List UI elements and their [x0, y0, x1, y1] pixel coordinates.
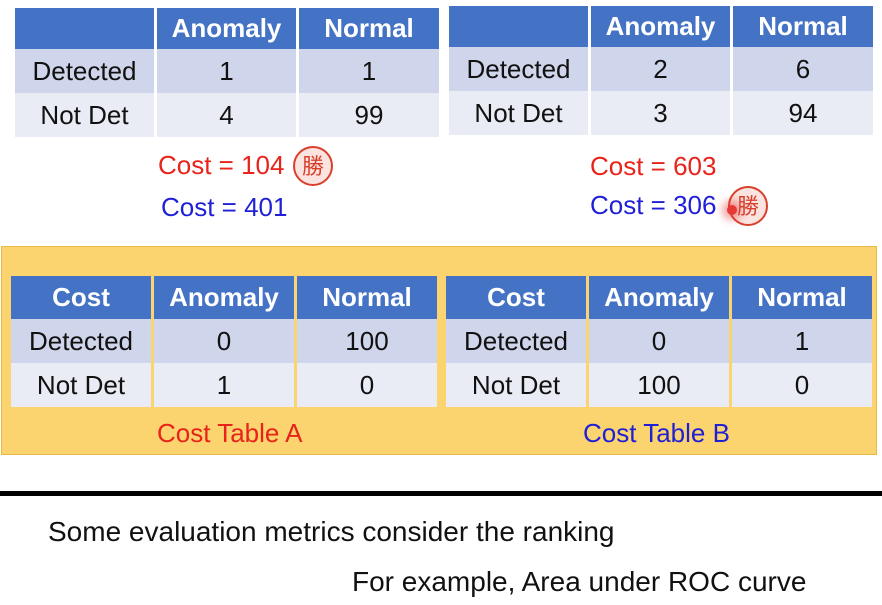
cost-table-b: Cost Anomaly Normal Detected 0 1 Not Det…	[443, 276, 875, 407]
header-anomaly: Anomaly	[154, 276, 294, 319]
header-anomaly: Anomaly	[591, 6, 730, 47]
cell-detected-normal: 6	[733, 47, 873, 91]
winner-seal-icon-1: 勝	[293, 146, 333, 186]
header-cost: Cost	[446, 276, 586, 319]
cost-b-value-1: Cost = 401	[161, 192, 288, 222]
confusion-matrix-2: Anomaly Normal Detected 2 6 Not Det 3 94	[446, 6, 876, 135]
bottom-line-1: Some evaluation metrics consider the ran…	[48, 516, 615, 547]
row-label-not-det: Not Det	[446, 363, 586, 407]
row-label-detected: Detected	[446, 319, 586, 363]
cell-detected-anomaly: 0	[154, 319, 294, 363]
cost-a-value-2: Cost = 603	[590, 151, 717, 181]
cell-detected-normal: 1	[732, 319, 872, 363]
cell-detected-normal: 1	[299, 49, 439, 93]
cell-not-det-anomaly: 4	[157, 93, 296, 137]
header-cost: Cost	[11, 276, 151, 319]
header-normal: Normal	[732, 276, 872, 319]
bottom-line-2: For example, Area under ROC curve	[352, 566, 807, 597]
header-normal: Normal	[733, 6, 873, 47]
cost-table-b-caption: Cost Table B	[583, 418, 730, 448]
cell-not-det-anomaly: 3	[591, 91, 730, 135]
cost-table-a: Cost Anomaly Normal Detected 0 100 Not D…	[8, 276, 440, 407]
header-normal: Normal	[299, 8, 439, 49]
header-corner	[449, 6, 588, 47]
cell-not-det-normal: 94	[733, 91, 873, 135]
cost-table-a-caption: Cost Table A	[157, 418, 303, 448]
cost-a-value-1: Cost = 104	[158, 150, 285, 180]
cell-not-det-normal: 99	[299, 93, 439, 137]
row-label-detected: Detected	[11, 319, 151, 363]
pointer-dot-icon	[727, 205, 737, 215]
cell-detected-anomaly: 0	[589, 319, 729, 363]
header-anomaly: Anomaly	[157, 8, 296, 49]
header-normal: Normal	[297, 276, 437, 319]
cell-not-det-normal: 0	[297, 363, 437, 407]
cell-detected-anomaly: 1	[157, 49, 296, 93]
confusion-matrix-1: Anomaly Normal Detected 1 1 Not Det 4 99	[12, 8, 442, 137]
cell-not-det-anomaly: 100	[589, 363, 729, 407]
row-label-detected: Detected	[449, 47, 588, 91]
header-corner	[15, 8, 154, 49]
cell-not-det-anomaly: 1	[154, 363, 294, 407]
cost-b-value-2: Cost = 306	[590, 190, 717, 220]
cell-detected-anomaly: 2	[591, 47, 730, 91]
row-label-not-det: Not Det	[15, 93, 154, 137]
divider-rule	[0, 491, 882, 496]
winner-seal-icon-2: 勝	[728, 186, 768, 226]
cell-not-det-normal: 0	[732, 363, 872, 407]
header-anomaly: Anomaly	[589, 276, 729, 319]
cell-detected-normal: 100	[297, 319, 437, 363]
row-label-not-det: Not Det	[11, 363, 151, 407]
row-label-detected: Detected	[15, 49, 154, 93]
row-label-not-det: Not Det	[449, 91, 588, 135]
